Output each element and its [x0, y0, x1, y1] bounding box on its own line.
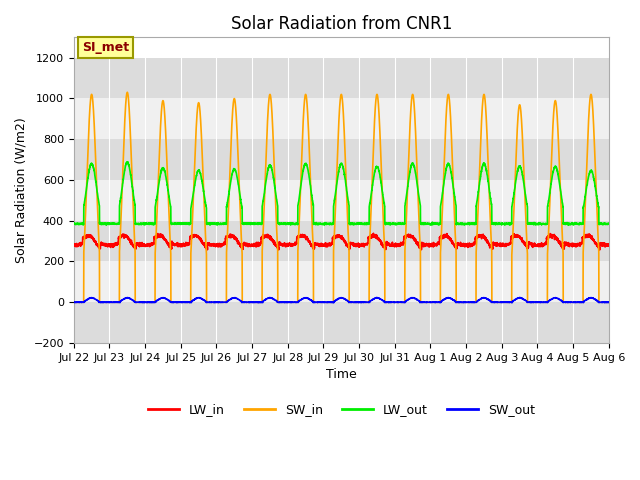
Text: SI_met: SI_met	[82, 41, 129, 54]
LW_in	[70, 242, 77, 248]
SW_out	[431, 300, 439, 305]
Line: LW_out: LW_out	[74, 162, 609, 225]
LW_in	[166, 244, 173, 250]
LW_out	[321, 221, 329, 227]
Bar	[74, 139, 609, 180]
SW_in	[431, 300, 439, 305]
LW_in	[321, 243, 329, 249]
SW_in	[604, 300, 612, 305]
LW_out	[432, 221, 440, 227]
SW_in	[461, 300, 469, 305]
LW_in	[604, 243, 612, 249]
LW_out	[492, 222, 499, 228]
SW_out	[70, 300, 77, 305]
Line: LW_in: LW_in	[74, 233, 609, 250]
SW_out	[461, 300, 469, 305]
Line: SW_in: SW_in	[74, 92, 609, 302]
LW_out	[70, 221, 77, 227]
LW_in	[596, 247, 604, 253]
Line: SW_out: SW_out	[74, 298, 609, 303]
Bar	[74, 180, 609, 221]
SW_out	[166, 298, 173, 304]
LW_out	[605, 221, 612, 227]
LW_in	[605, 242, 612, 248]
Bar	[74, 302, 609, 343]
SW_out	[492, 300, 499, 305]
SW_out	[210, 300, 218, 306]
Bar	[74, 221, 609, 262]
LW_in	[492, 241, 499, 247]
LW_out	[604, 220, 612, 226]
LW_in	[461, 240, 469, 246]
Bar	[74, 98, 609, 139]
LW_in	[370, 230, 378, 236]
LW_out	[166, 201, 174, 207]
SW_in	[321, 300, 329, 305]
SW_in	[605, 300, 612, 305]
SW_in	[492, 300, 499, 305]
Title: Solar Radiation from CNR1: Solar Radiation from CNR1	[230, 15, 452, 33]
Bar	[74, 58, 609, 98]
LW_in	[431, 243, 439, 249]
SW_out	[604, 300, 612, 305]
Legend: LW_in, SW_in, LW_out, SW_out: LW_in, SW_in, LW_out, SW_out	[143, 398, 540, 421]
LW_out	[102, 222, 110, 228]
X-axis label: Time: Time	[326, 368, 356, 381]
SW_in	[70, 300, 77, 305]
SW_out	[605, 300, 612, 305]
SW_out	[321, 300, 329, 305]
SW_out	[516, 295, 524, 300]
SW_in	[124, 89, 131, 95]
LW_out	[461, 221, 469, 227]
LW_out	[124, 159, 131, 165]
Bar	[74, 262, 609, 302]
Y-axis label: Solar Radiation (W/m2): Solar Radiation (W/m2)	[15, 117, 28, 263]
SW_in	[166, 237, 174, 242]
